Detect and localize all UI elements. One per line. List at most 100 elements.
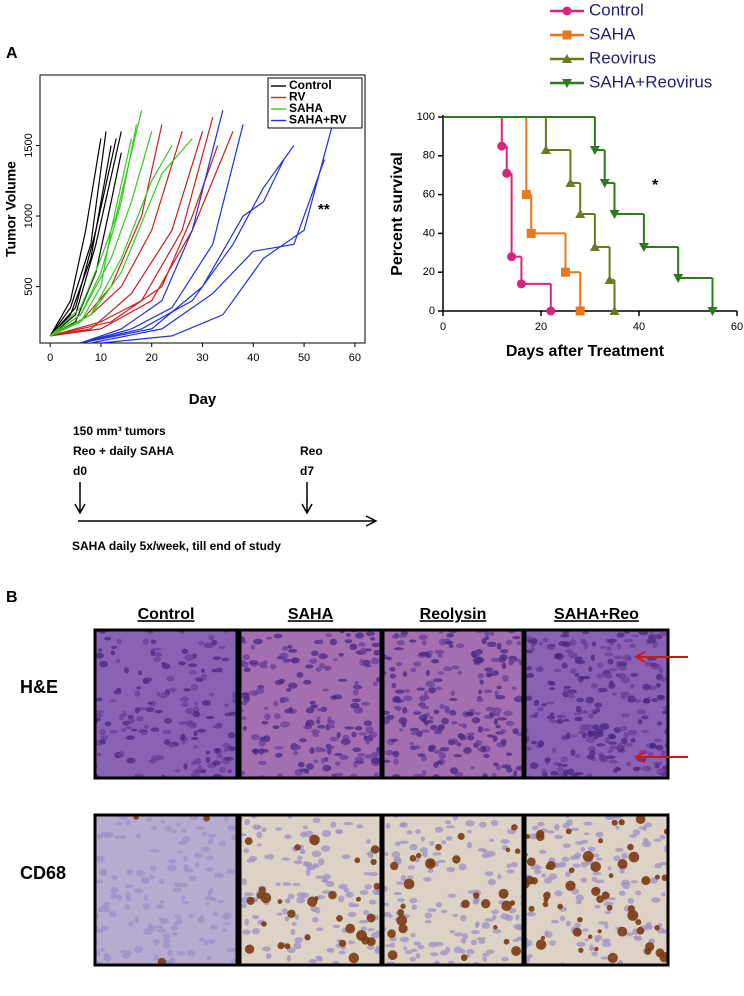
nucleus	[365, 839, 371, 844]
nucleus	[599, 645, 606, 649]
nucleus	[288, 648, 298, 653]
nucleus	[621, 712, 630, 718]
nucleus	[230, 958, 236, 964]
nucleus	[353, 761, 358, 768]
nucleus	[418, 634, 428, 641]
nucleus	[561, 856, 570, 862]
nucleus	[435, 901, 442, 908]
nucleus	[179, 696, 189, 703]
nucleus	[601, 938, 611, 943]
nucleus	[653, 838, 662, 842]
nucleus	[629, 643, 636, 648]
nucleus	[95, 697, 103, 702]
nucleus	[201, 668, 206, 673]
cd68-stain	[501, 900, 512, 912]
nucleus	[409, 843, 418, 851]
nucleus	[478, 821, 487, 828]
nucleus	[499, 654, 508, 660]
nucleus	[137, 670, 143, 676]
nucleus	[421, 705, 430, 710]
nucleus	[495, 724, 501, 729]
nucleus	[505, 767, 513, 773]
nucleus	[275, 827, 282, 831]
nucleus	[343, 822, 354, 826]
nucleus	[255, 687, 265, 695]
nucleus	[287, 682, 298, 689]
nucleus	[125, 869, 134, 875]
nucleus	[546, 715, 556, 720]
tumor-curve	[49, 138, 102, 337]
nucleus	[200, 915, 205, 919]
nucleus	[125, 891, 131, 898]
nucleus	[594, 732, 604, 738]
cd68-stain	[594, 946, 599, 952]
nucleus	[403, 695, 413, 702]
nucleus	[302, 861, 309, 867]
nucleus	[150, 727, 160, 733]
nucleus	[130, 728, 138, 732]
nucleus	[419, 695, 427, 702]
nucleus	[337, 895, 345, 903]
y-tick-label: 0	[429, 305, 435, 317]
nucleus	[184, 654, 195, 661]
nucleus	[330, 821, 337, 828]
cd68-stain	[636, 926, 645, 935]
nucleus	[495, 695, 506, 700]
nucleus	[404, 688, 410, 693]
nucleus	[211, 639, 218, 646]
nucleus	[346, 633, 351, 637]
cd68-stain	[601, 891, 610, 900]
nucleus	[447, 740, 457, 745]
cd68-stain	[618, 819, 625, 826]
nucleus	[352, 689, 359, 696]
nucleus	[633, 766, 640, 772]
nucleus	[454, 741, 460, 746]
nucleus	[227, 732, 236, 739]
nucleus	[575, 659, 586, 665]
nucleus	[392, 750, 400, 758]
nucleus	[95, 652, 104, 659]
nucleus	[400, 874, 407, 882]
cd68-stain	[244, 837, 253, 845]
arrow	[74, 482, 86, 515]
nucleus	[527, 954, 533, 959]
nucleus	[449, 697, 458, 701]
nucleus	[269, 663, 277, 670]
nucleus	[553, 761, 559, 766]
nucleus	[525, 695, 533, 701]
nucleus	[318, 639, 324, 645]
nucleus	[351, 698, 362, 703]
nucleus	[287, 893, 295, 900]
nucleus	[364, 884, 372, 890]
nucleus	[617, 672, 626, 680]
nucleus	[326, 745, 335, 750]
survival-marker	[638, 242, 649, 252]
nucleus	[575, 894, 584, 902]
x-tick-label: 40	[633, 321, 645, 333]
nucleus	[223, 746, 229, 753]
cd68-stain	[361, 936, 370, 945]
nucleus	[327, 748, 332, 755]
nucleus	[506, 863, 512, 869]
nucleus	[143, 724, 150, 729]
nucleus	[371, 642, 381, 648]
tumor-curve	[49, 138, 132, 337]
nucleus	[95, 710, 105, 714]
nucleus	[128, 920, 135, 927]
cd68-stain	[597, 929, 602, 934]
nucleus	[407, 875, 414, 880]
nucleus	[572, 863, 581, 868]
nucleus	[594, 879, 605, 884]
nucleus	[569, 667, 577, 674]
nucleus	[394, 841, 401, 847]
nucleus	[475, 921, 480, 927]
nucleus	[292, 750, 298, 756]
nucleus	[654, 763, 660, 769]
nucleus	[125, 725, 132, 730]
nucleus	[441, 840, 447, 845]
survival-marker	[502, 168, 512, 178]
cd68-stain	[608, 873, 614, 878]
nucleus	[556, 766, 565, 772]
nucleus	[315, 719, 321, 724]
